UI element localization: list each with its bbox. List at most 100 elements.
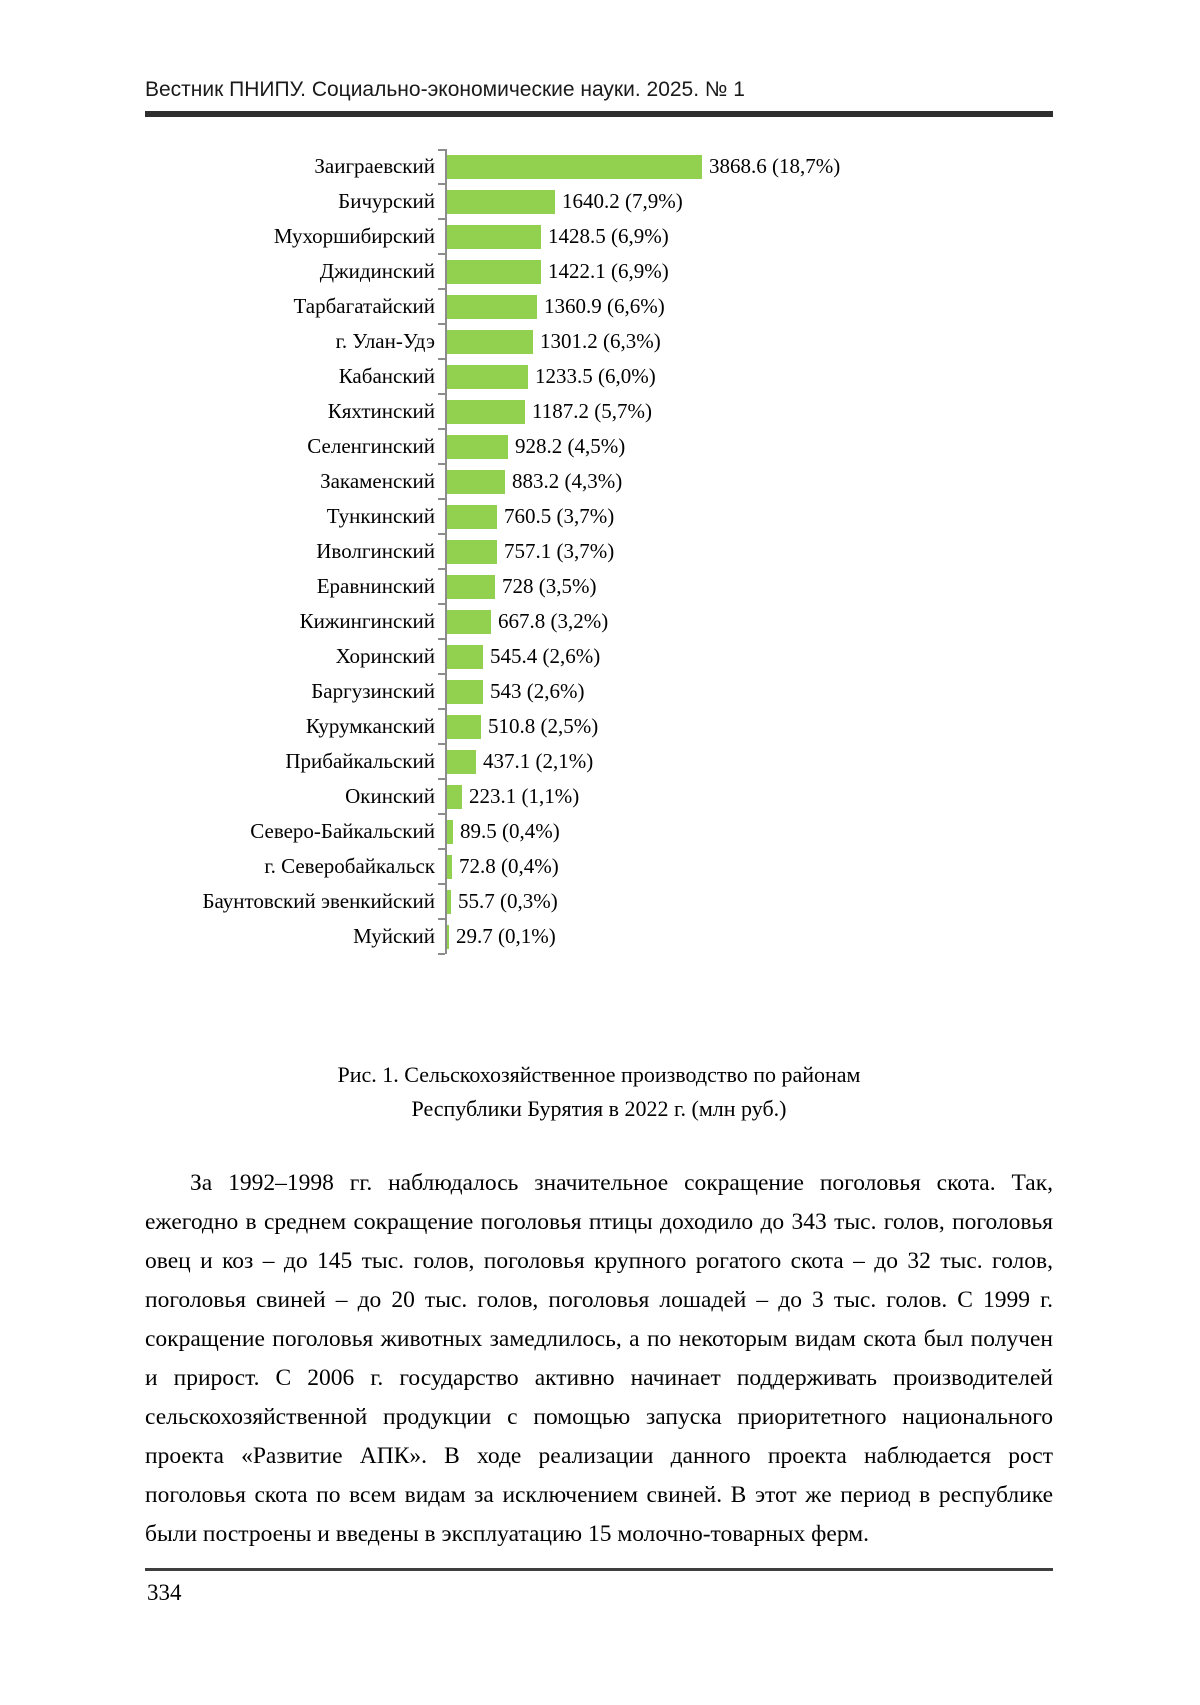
data-label: 510.8 (2,5%) [488,714,599,738]
data-label: 3868.6 (18,7%) [709,154,841,178]
data-label: 1640.2 (7,9%) [562,189,683,213]
chart-row: Заиграевский 3868.6 (18,7%) [145,149,1053,185]
data-label: 55.7 (0,3%) [458,889,558,913]
bar [447,889,451,914]
bar [447,434,508,459]
footer-rule [145,1568,1053,1571]
plot-area: 1301.2 (6,3%) [438,324,1053,360]
bar [447,469,505,494]
bar [447,924,449,949]
category-label: Еравнинский [316,574,435,598]
data-label: 728 (3,5%) [502,574,597,598]
plot-area: 510.8 (2,5%) [438,709,1053,745]
plot-area: 55.7 (0,3%) [438,884,1053,920]
category-label: Муйский [353,924,435,948]
plot-area: 89.5 (0,4%) [438,814,1053,850]
bar [447,224,541,249]
figure-caption-line-2: Республики Бурятия в 2022 г. (млн руб.) [411,1096,787,1121]
bar [447,294,537,319]
data-label: 1422.1 (6,9%) [548,259,669,283]
chart-row: Прибайкальский 437.1 (2,1%) [145,744,1053,780]
journal-title: Вестник ПНИПУ. Социально-экономические н… [145,78,745,101]
bar [447,609,491,634]
data-label: 760.5 (3,7%) [504,504,615,528]
category-label: Мухоршибирский [273,224,435,248]
bar [447,259,541,284]
bar [447,784,462,809]
bar [447,189,555,214]
chart-row: Баунтовский эвенкийский 55.7 (0,3%) [145,884,1053,920]
data-label: 1187.2 (5,7%) [532,399,652,423]
chart-row: Муйский 29.7 (0,1%) [145,919,1053,955]
plot-area: 757.1 (3,7%) [438,534,1053,570]
category-label: Иволгинский [316,539,435,563]
data-label: 543 (2,6%) [490,679,585,703]
page-header: Вестник ПНИПУ. Социально-экономические н… [145,0,1053,117]
category-label: г. Северобайкальск [264,854,435,878]
plot-area: 883.2 (4,3%) [438,464,1053,500]
chart-row: Бичурский 1640.2 (7,9%) [145,184,1053,220]
plot-area: 72.8 (0,4%) [438,849,1053,885]
data-label: 883.2 (4,3%) [512,469,623,493]
category-label: г. Улан-Удэ [335,329,435,353]
category-label: Хоринский [335,644,435,668]
data-label: 928.2 (4,5%) [515,434,626,458]
data-label: 29.7 (0,1%) [456,924,556,948]
bar [447,154,702,179]
category-label: Прибайкальский [285,749,435,773]
chart-row: Кабанский 1233.5 (6,0%) [145,359,1053,395]
plot-area: 543 (2,6%) [438,674,1053,710]
chart-row: Кяхтинский 1187.2 (5,7%) [145,394,1053,430]
plot-area: 223.1 (1,1%) [438,779,1053,815]
chart-row: Джидинский 1422.1 (6,9%) [145,254,1053,290]
plot-area: 928.2 (4,5%) [438,429,1053,465]
chart-row: Тункинский 760.5 (3,7%) [145,499,1053,535]
category-label: Баргузинский [311,679,435,703]
plot-area: 728 (3,5%) [438,569,1053,605]
figure-1-bar-chart: Заиграевский 3868.6 (18,7%) Бичурский 1640.… [145,149,1053,955]
category-label: Кабанский [338,364,435,388]
chart-row: Мухоршибирский 1428.5 (6,9%) [145,219,1053,255]
category-label: Окинский [345,784,435,808]
plot-area: 545.4 (2,6%) [438,639,1053,675]
chart-row: Хоринский 545.4 (2,6%) [145,639,1053,675]
data-label: 1428.5 (6,9%) [548,224,669,248]
plot-area: 437.1 (2,1%) [438,744,1053,780]
chart-rows: Заиграевский 3868.6 (18,7%) Бичурский 1640.… [145,149,1053,955]
data-label: 1301.2 (6,3%) [540,329,661,353]
data-label: 72.8 (0,4%) [459,854,559,878]
category-label: Бичурский [338,189,435,213]
category-label: Северо-Байкальский [250,819,435,843]
plot-area: 1360.9 (6,6%) [438,289,1053,325]
figure-caption: Рис. 1. Сельскохозяйственное производств… [145,1058,1053,1126]
bar [447,574,495,599]
bar [447,679,483,704]
chart-row: г. Улан-Удэ 1301.2 (6,3%) [145,324,1053,360]
bar [447,399,525,424]
chart-row: Тарбагатайский 1360.9 (6,6%) [145,289,1053,325]
category-label: Закаменский [320,469,435,493]
plot-area: 1422.1 (6,9%) [438,254,1053,290]
chart-row: г. Северобайкальск 72.8 (0,4%) [145,849,1053,885]
bar [447,329,533,354]
category-label: Селенгинский [307,434,435,458]
plot-area: 1187.2 (5,7%) [438,394,1053,430]
plot-area: 1233.5 (6,0%) [438,359,1053,395]
header-double-rule [145,111,1053,117]
chart-row: Окинский 223.1 (1,1%) [145,779,1053,815]
data-label: 545.4 (2,6%) [490,644,601,668]
data-label: 437.1 (2,1%) [483,749,594,773]
data-label: 89.5 (0,4%) [460,819,560,843]
chart-row: Курумканский 510.8 (2,5%) [145,709,1053,745]
chart-row: Кижингинский 667.8 (3,2%) [145,604,1053,640]
category-label: Кяхтинский [327,399,435,423]
data-label: 223.1 (1,1%) [469,784,580,808]
data-label: 667.8 (3,2%) [498,609,609,633]
plot-area: 667.8 (3,2%) [438,604,1053,640]
category-label: Заиграевский [314,154,435,178]
bar [447,364,528,389]
data-label: 1360.9 (6,6%) [544,294,665,318]
bar [447,819,453,844]
bar [447,854,452,879]
